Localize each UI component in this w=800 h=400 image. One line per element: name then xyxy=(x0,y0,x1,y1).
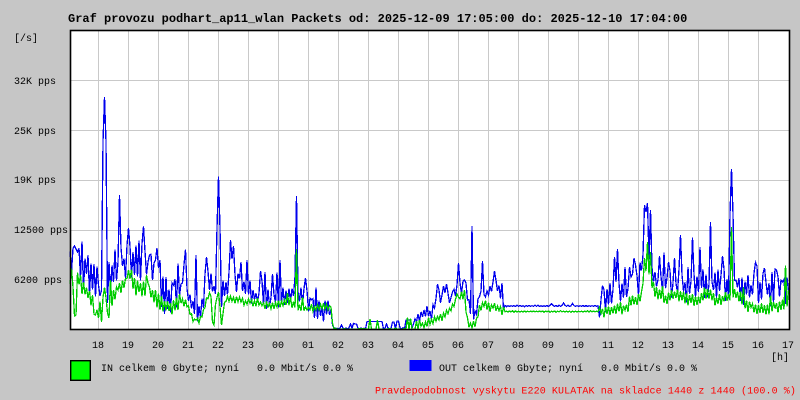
svg-text:10: 10 xyxy=(572,341,584,352)
svg-text:19K pps: 19K pps xyxy=(14,176,56,187)
svg-text:00: 00 xyxy=(272,341,284,352)
svg-text:23: 23 xyxy=(242,341,254,352)
svg-text:13: 13 xyxy=(662,341,674,352)
svg-text:[/s]: [/s] xyxy=(14,33,38,45)
svg-text:17: 17 xyxy=(782,341,794,352)
svg-text:20: 20 xyxy=(152,341,164,352)
svg-text:15: 15 xyxy=(722,341,734,352)
svg-text:Graf provozu podhart_ap11_wlan: Graf provozu podhart_ap11_wlan Packets o… xyxy=(68,12,687,26)
svg-text:01: 01 xyxy=(302,341,314,352)
svg-text:19: 19 xyxy=(122,341,134,352)
svg-text:04: 04 xyxy=(392,341,404,352)
svg-text:12500 pps: 12500 pps xyxy=(14,226,68,237)
svg-text:06: 06 xyxy=(452,341,464,352)
svg-text:6200 pps: 6200 pps xyxy=(14,276,62,287)
svg-text:02: 02 xyxy=(332,341,344,352)
svg-text:09: 09 xyxy=(542,341,554,352)
svg-text:16: 16 xyxy=(752,341,764,352)
svg-text:Pravdepodobnost vyskytu E220 K: Pravdepodobnost vyskytu E220 KULATAK na … xyxy=(375,386,796,398)
svg-text:11: 11 xyxy=(602,341,614,352)
svg-text:22: 22 xyxy=(212,341,224,352)
svg-text:OUT celkem 0 Gbyte; nyní 0.0: OUT celkem 0 Gbyte; nyní 0.0 Mbit/s 0.0 … xyxy=(439,363,697,375)
svg-text:32K pps: 32K pps xyxy=(14,77,56,88)
svg-text:14: 14 xyxy=(692,341,704,352)
svg-text:18: 18 xyxy=(92,341,104,352)
svg-text:05: 05 xyxy=(422,341,434,352)
svg-text:[h]: [h] xyxy=(771,352,789,364)
svg-text:21: 21 xyxy=(182,341,194,352)
svg-text:12: 12 xyxy=(632,341,644,352)
svg-text:08: 08 xyxy=(512,341,524,352)
svg-text:03: 03 xyxy=(362,341,374,352)
svg-text:07: 07 xyxy=(482,341,494,352)
svg-text:25K pps: 25K pps xyxy=(14,127,56,138)
svg-text:IN celkem 0 Gbyte; nyní 0.0: IN celkem 0 Gbyte; nyní 0.0 Mbit/s 0.0 % xyxy=(101,363,353,375)
